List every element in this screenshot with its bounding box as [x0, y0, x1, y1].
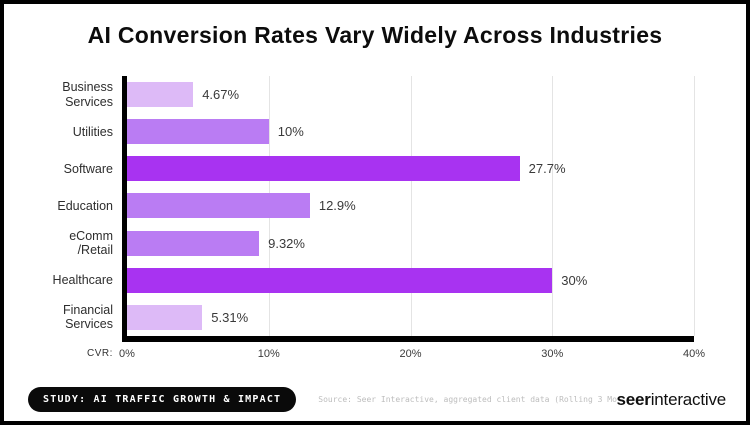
bar-chart: Business Services Utilities Software Educati…: [32, 76, 705, 360]
bar-value-software: 27.7%: [528, 161, 566, 177]
x-tick-30%: 30%: [541, 348, 564, 360]
bar-row-ecomm-retail: 9.32%: [127, 225, 694, 262]
bar-row-healthcare: 30%: [127, 262, 694, 299]
logo-bold-part: seer: [616, 389, 651, 409]
footer: STUDY: AI TRAFFIC GROWTH & IMPACT Source…: [28, 387, 726, 412]
seer-interactive-logo: seerinteractive: [616, 389, 727, 410]
bar-row-financial-services: 5.31%: [127, 299, 694, 336]
x-tick-10%: 10%: [257, 348, 280, 360]
bar-utilities: [127, 119, 269, 145]
gridline-20%: [410, 76, 412, 336]
category-label-software: Software: [63, 161, 113, 176]
plot-area: 4.67% 10% 27.7% 12.9% 9.32% 30% 5.31% 0% 10% 20%…: [87, 76, 705, 360]
bar-value-financial-services: 5.31%: [211, 309, 249, 325]
category-labels: Business Services Utilities Software Educati…: [32, 76, 122, 336]
source-note: Source: Seer Interactive, aggregated cli…: [318, 395, 617, 404]
category-label-education: Education: [57, 198, 113, 213]
x-tick-20%: 20%: [399, 348, 422, 360]
bar-software: [127, 156, 520, 182]
category-label-business-services: Business Services: [62, 80, 113, 109]
bar-business-services: [127, 82, 194, 108]
category-label-healthcare: Healthcare: [52, 273, 113, 288]
bar-ecomm-retail: [127, 230, 260, 256]
bar-row-education: 12.9%: [127, 187, 694, 224]
gridline-30%: [552, 76, 554, 336]
bar-row-utilities: 10%: [127, 113, 694, 150]
chart-title: AI Conversion Rates Vary Widely Across I…: [87, 22, 663, 48]
category-label-financial-services: Financial Services: [62, 303, 113, 332]
x-tick-0%: 0%: [119, 348, 135, 360]
plot-rows: 4.67% 10% 27.7% 12.9% 9.32% 30% 5.31%: [127, 76, 694, 336]
gridline-40%: [694, 76, 695, 336]
bar-value-healthcare: 30%: [561, 272, 588, 288]
bar-value-utilities: 10%: [277, 124, 304, 140]
bar-row-business-services: 4.67%: [127, 76, 694, 113]
bar-education: [127, 193, 310, 219]
bar-value-ecomm-retail: 9.32%: [268, 235, 305, 251]
category-label-utilities: Utilities: [72, 124, 113, 139]
x-tick-40%: 40%: [682, 348, 706, 360]
bar-value-business-services: 4.67%: [202, 87, 240, 103]
x-axis-label: CVR:: [87, 348, 113, 359]
bar-row-software: 27.7%: [127, 150, 694, 187]
logo-regular-part: interactive: [650, 389, 726, 409]
study-badge: STUDY: AI TRAFFIC GROWTH & IMPACT: [28, 387, 297, 412]
category-label-ecomm-retail: eComm/Retail: [69, 228, 113, 258]
bar-value-education: 12.9%: [318, 198, 356, 214]
bar-healthcare: [127, 267, 553, 293]
bar-financial-services: [127, 304, 203, 330]
